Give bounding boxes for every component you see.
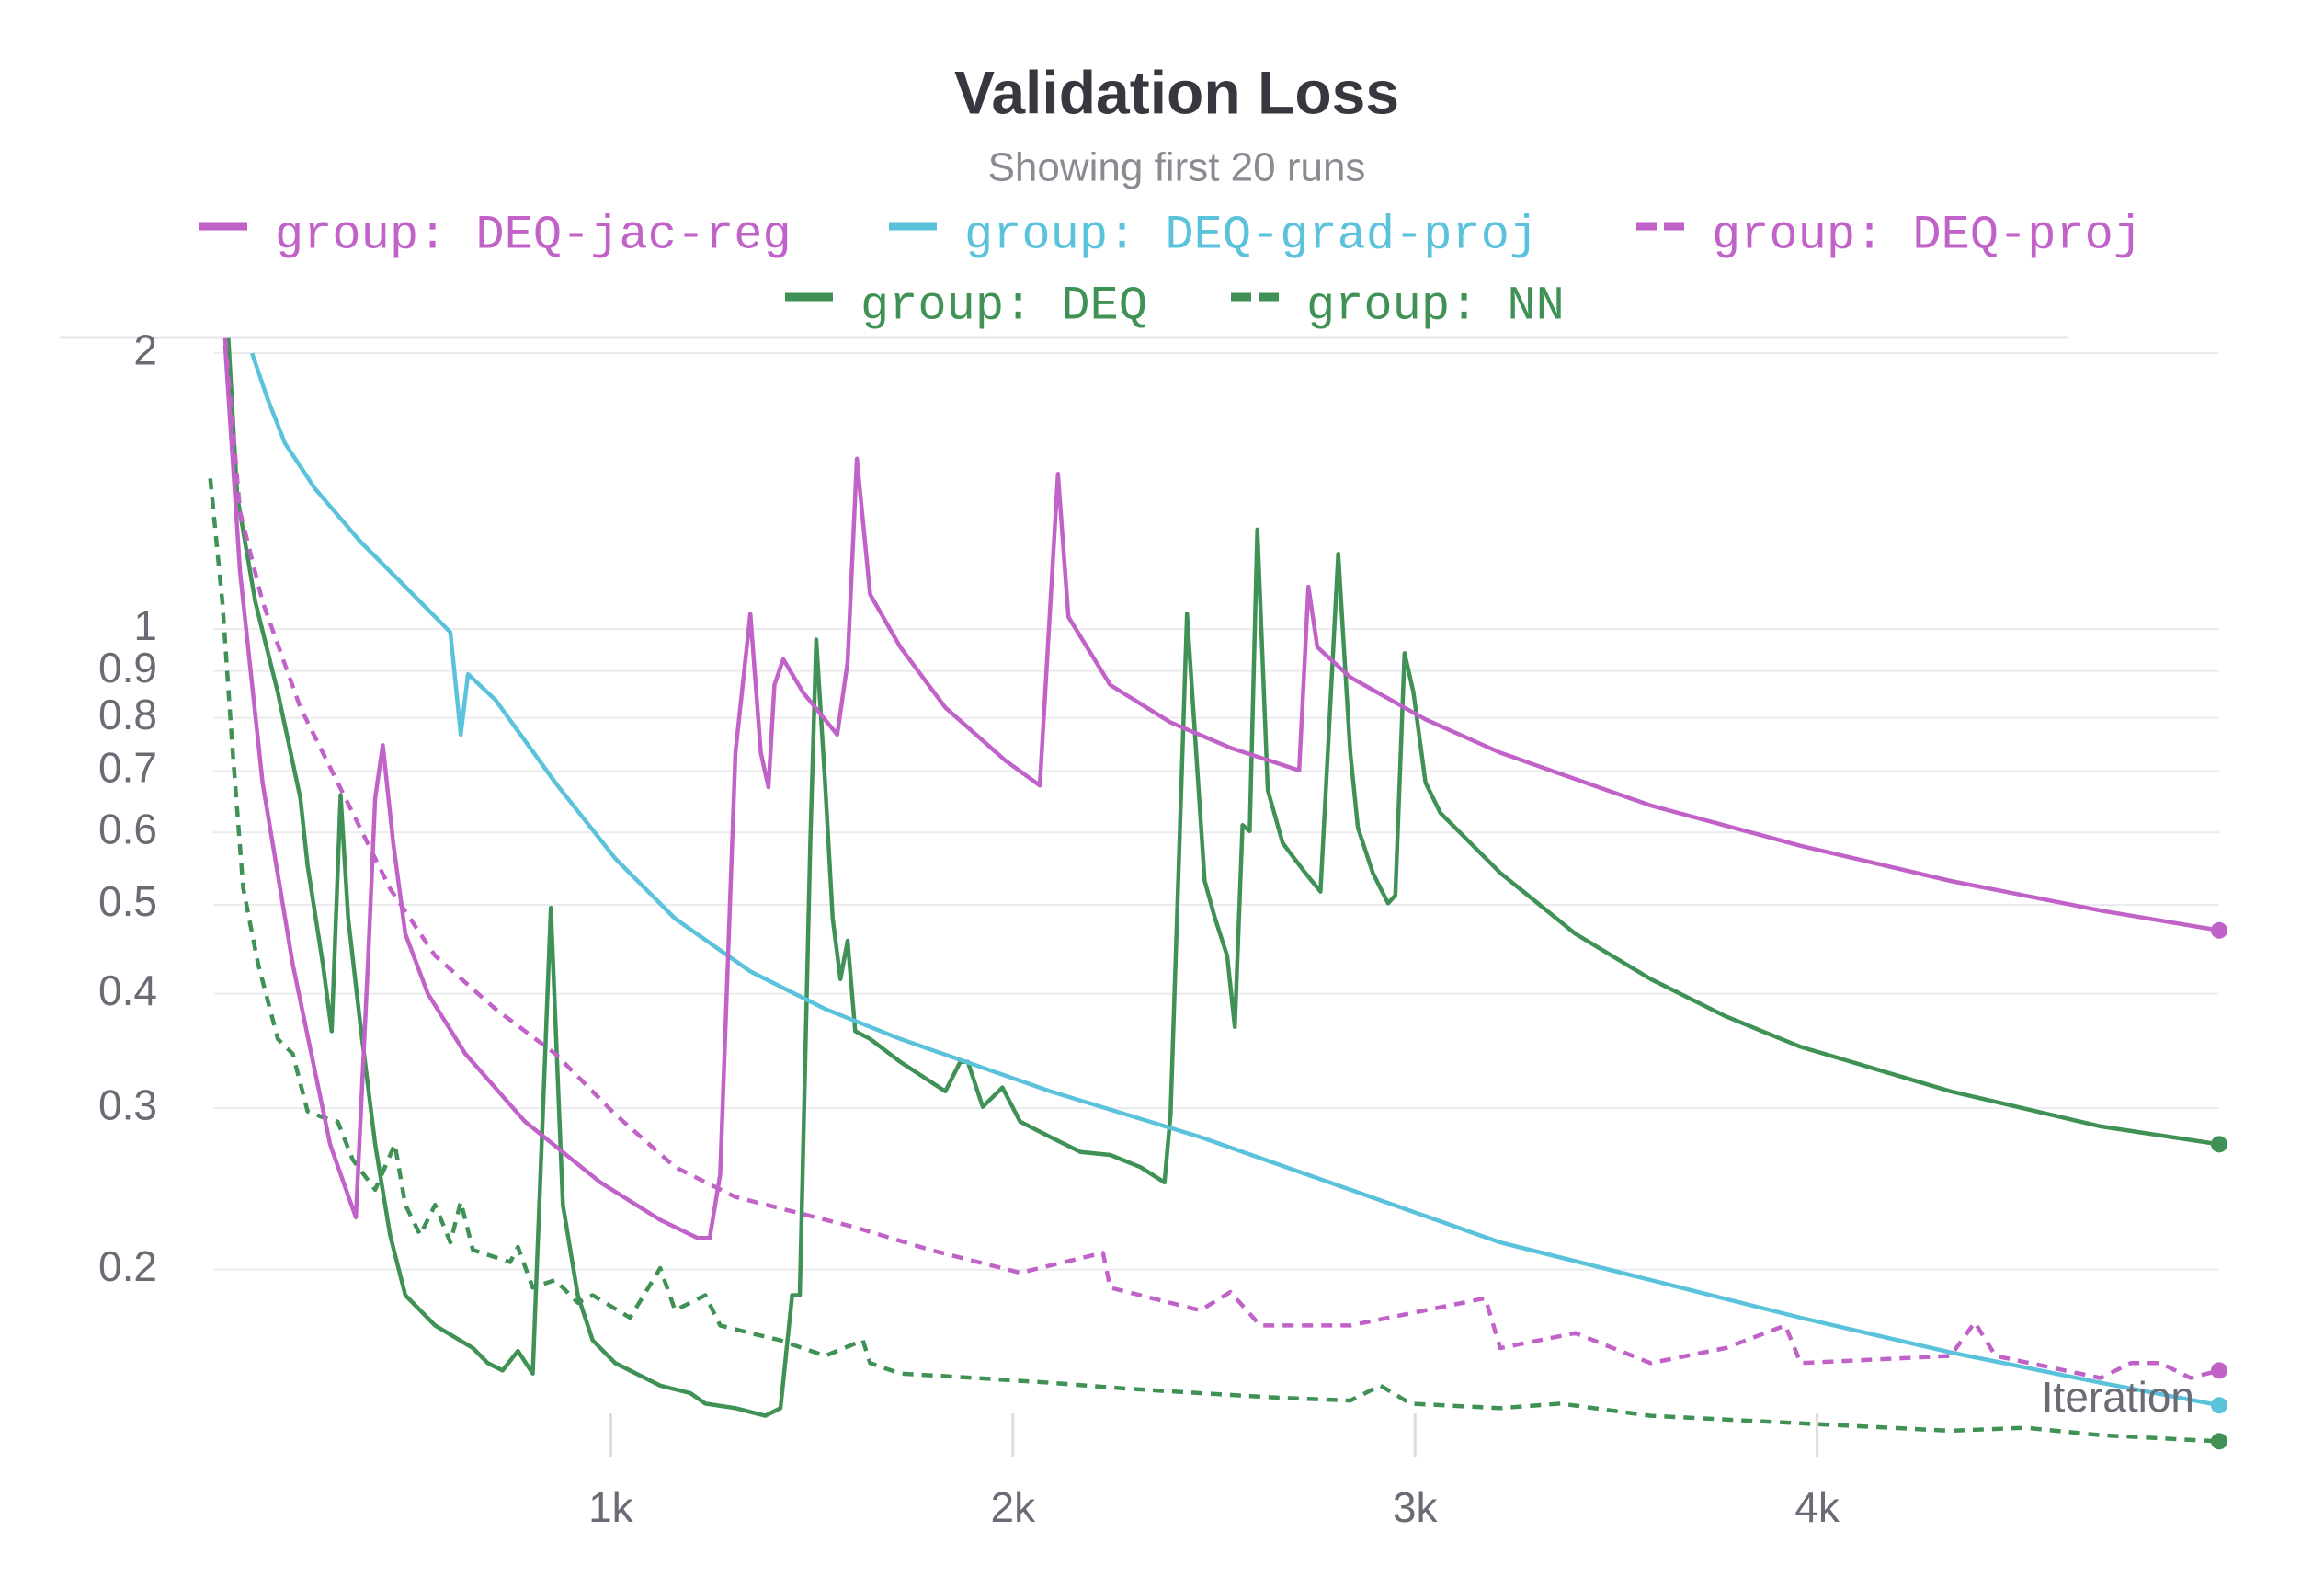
series-line xyxy=(226,337,2220,1418)
end-point xyxy=(2211,1433,2227,1450)
x-axis-label: Iteration xyxy=(2042,1373,2194,1421)
y-tick-label: 0.6 xyxy=(98,805,157,852)
y-tick-label: 0.4 xyxy=(98,966,157,1014)
legend-label: group: DEQ-proj xyxy=(1712,209,2142,263)
series-line xyxy=(250,352,2220,1408)
y-tick-label: 0.3 xyxy=(98,1080,157,1128)
y-tick-label: 0.5 xyxy=(98,877,157,925)
y-tick-label: 0.7 xyxy=(98,744,157,792)
x-tick-label: 2k xyxy=(991,1483,1037,1531)
legend-label: group: DEQ xyxy=(860,280,1147,334)
x-tick-label: 1k xyxy=(588,1483,634,1531)
end-point xyxy=(2211,1397,2227,1414)
series-line xyxy=(222,337,2220,1380)
chart-subtitle: Showing first 20 runs xyxy=(988,145,1366,190)
plot-area xyxy=(208,337,2220,1444)
legend-label: group: NN xyxy=(1306,280,1565,334)
end-point xyxy=(2211,1362,2227,1379)
chart-title: Validation Loss xyxy=(954,58,1399,126)
y-tick-label: 1 xyxy=(133,601,157,649)
y-tick-label: 0.9 xyxy=(98,644,157,692)
series-line xyxy=(222,345,2220,1240)
x-tick-label: 4k xyxy=(1794,1483,1840,1531)
x-tick-label: 3k xyxy=(1393,1483,1439,1531)
y-tick-label: 0.8 xyxy=(98,691,157,738)
legend-label: group: DEQ-jac-reg xyxy=(275,209,792,263)
y-tick-label: 2 xyxy=(133,326,157,373)
end-point xyxy=(2211,1136,2227,1153)
series-line xyxy=(208,478,2220,1444)
end-point xyxy=(2211,921,2227,939)
legend-label: group: DEQ-grad-proj xyxy=(964,209,1538,263)
y-tick-label: 0.2 xyxy=(98,1242,157,1290)
